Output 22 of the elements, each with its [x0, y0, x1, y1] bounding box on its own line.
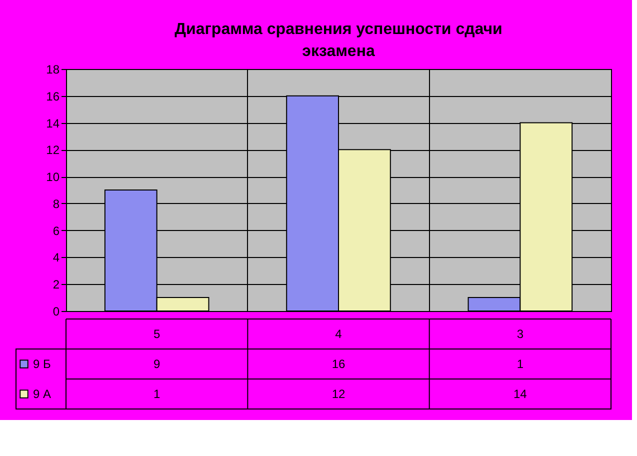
x-tick-label: 4 [335, 327, 342, 341]
y-tick-label: 18 [46, 62, 60, 76]
x-tick-label: 5 [153, 327, 160, 341]
y-tick-label: 12 [46, 143, 60, 158]
data-label: 14 [513, 387, 528, 401]
y-tick-label: 2 [52, 278, 60, 292]
data-label: 1 [153, 387, 160, 401]
y-tick-label: 0 [52, 304, 60, 318]
y-tick-label: 16 [46, 89, 60, 104]
data-label: 16 [332, 357, 346, 371]
y-tick-label: 14 [46, 116, 60, 130]
data-label: 1 [516, 357, 524, 371]
x-tick-label: 3 [516, 327, 524, 341]
legend-label: 9 А [33, 387, 52, 401]
legend-label: 9 Б [33, 357, 52, 371]
y-tick-label: 8 [52, 196, 60, 211]
y-tick-label: 10 [46, 170, 60, 184]
y-tick-label: 6 [52, 224, 60, 238]
data-label: 12 [332, 387, 346, 401]
data-label: 9 [153, 357, 160, 371]
y-tick-label: 4 [52, 250, 60, 265]
chart-title: Диаграмма сравнения успешности сдачи экзамена [174, 21, 502, 60]
